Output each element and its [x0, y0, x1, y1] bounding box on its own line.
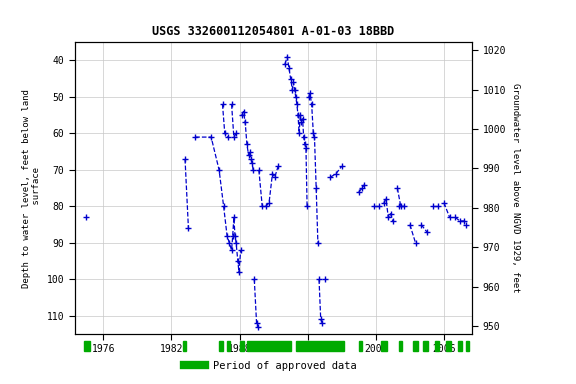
Bar — [465, 341, 469, 351]
Bar — [423, 341, 428, 351]
Legend: Period of approved data: Period of approved data — [180, 357, 361, 375]
Bar — [227, 341, 230, 351]
Bar — [446, 341, 451, 351]
Bar — [219, 341, 222, 351]
Bar — [296, 341, 344, 351]
Bar — [84, 341, 90, 351]
Bar — [359, 341, 362, 351]
Bar — [240, 341, 244, 351]
Bar — [248, 341, 291, 351]
Bar — [435, 341, 439, 351]
Bar — [399, 341, 402, 351]
Bar — [381, 341, 387, 351]
Bar — [183, 341, 186, 351]
Bar — [457, 341, 462, 351]
Y-axis label: Groundwater level above NGVD 1929, feet: Groundwater level above NGVD 1929, feet — [511, 83, 520, 293]
Title: USGS 332600112054801 A-01-03 18BBD: USGS 332600112054801 A-01-03 18BBD — [153, 25, 395, 38]
Bar — [413, 341, 418, 351]
Y-axis label: Depth to water level, feet below land
 surface: Depth to water level, feet below land su… — [22, 89, 41, 288]
